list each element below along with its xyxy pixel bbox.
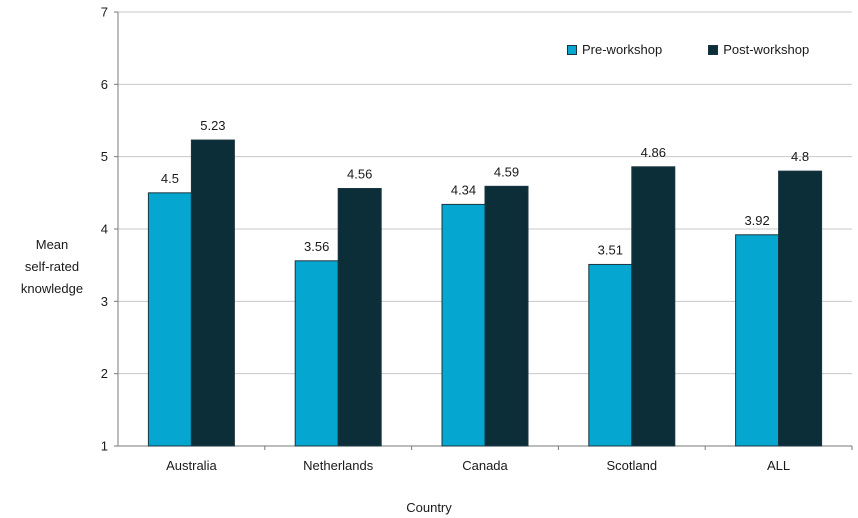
x-tick-label: Netherlands [303,458,374,473]
data-label: 4.5 [161,171,179,186]
legend-label-post-workshop: Post-workshop [723,42,810,57]
bar-post-workshop-netherlands [337,187,382,447]
data-label: 4.34 [451,182,476,197]
x-tick-label: Scotland [607,458,658,473]
bar-pre-workshop-netherlands [294,260,339,447]
data-label: 3.56 [304,239,329,254]
y-tick-label: 6 [101,77,108,92]
legend-swatch-post-workshop [708,44,719,55]
data-label: 4.8 [791,149,809,164]
y-axis-label-line-2: self-rated [24,259,80,274]
bar-post-workshop-scotland [631,166,676,447]
legend-label-pre-workshop: Pre-workshop [582,42,663,57]
y-tick-label: 4 [101,222,108,237]
x-tick-label: Canada [462,458,508,473]
x-tick-label: Australia [166,458,217,473]
data-label: 4.86 [641,145,666,160]
bar-post-workshop-all [778,170,823,447]
legend-item-post-workshop: Post-workshop [708,42,809,57]
y-axis-label-line-3: knowledge [20,281,84,296]
data-label: 5.23 [200,118,225,133]
legend-item-pre-workshop: Pre-workshop [567,42,662,57]
bar-post-workshop-australia [190,139,235,447]
y-axis-label-line-1: Mean [35,237,69,252]
y-axis-label: Mean self-rated knowledge [0,234,104,300]
y-tick-label: 7 [101,5,108,20]
data-label: 3.51 [598,242,623,257]
bar-pre-workshop-australia [147,192,192,447]
legend: Pre-workshop Post-workshop [567,42,809,57]
data-label: 3.92 [744,213,769,228]
bar-pre-workshop-scotland [588,263,633,447]
x-axis-label: Country [406,500,452,515]
data-label: 4.59 [494,164,519,179]
bar-post-workshop-canada [484,185,529,447]
bar-pre-workshop-canada [441,203,486,447]
y-tick-label: 3 [101,294,108,309]
y-tick-label: 2 [101,366,108,381]
y-tick-label: 1 [101,439,108,454]
x-tick-label: ALL [767,458,790,473]
data-label: 4.56 [347,166,372,181]
legend-swatch-pre-workshop [567,44,577,55]
bar-pre-workshop-all [735,234,780,447]
y-tick-label: 5 [101,149,108,164]
